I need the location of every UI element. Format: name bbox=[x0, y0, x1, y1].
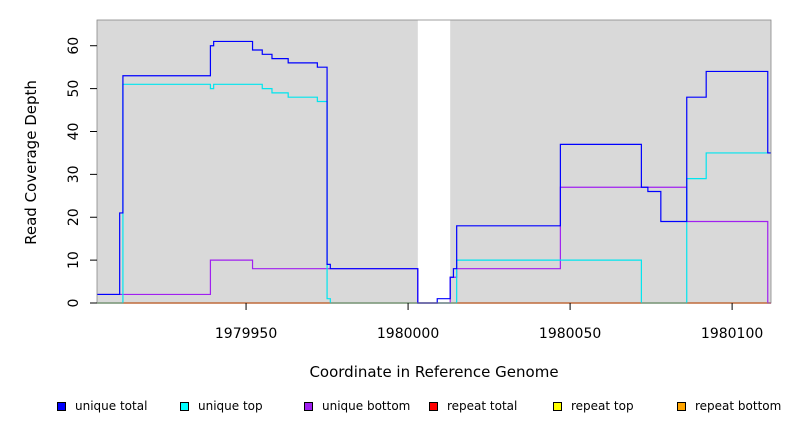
legend-label-repeat-total: repeat total bbox=[447, 399, 518, 413]
legend-item-unique-total: unique total bbox=[57, 399, 147, 413]
coverage-gap bbox=[417, 20, 451, 303]
legend-item-repeat-top: repeat top bbox=[553, 399, 634, 413]
x-axis: 1979950 1980000 1980050 1980100 bbox=[215, 303, 763, 342]
legend-swatch-repeat-top bbox=[553, 401, 562, 411]
y-tick-label: 0 bbox=[66, 299, 82, 308]
y-tick-label: 50 bbox=[66, 80, 82, 98]
legend-item-repeat-total: repeat total bbox=[429, 399, 517, 413]
y-tick-label: 40 bbox=[66, 123, 82, 141]
legend-label-unique-bottom: unique bottom bbox=[322, 399, 411, 413]
x-tick-label: 1980000 bbox=[377, 326, 439, 342]
x-tick-label: 1980050 bbox=[539, 326, 601, 342]
y-tick-label: 30 bbox=[66, 165, 82, 183]
legend-swatch-unique-top bbox=[180, 401, 189, 411]
legend-label-unique-top: unique top bbox=[198, 399, 263, 413]
legend: unique total unique top unique bottom re… bbox=[0, 399, 792, 419]
y-tick-label: 60 bbox=[66, 37, 82, 55]
legend-item-unique-top: unique top bbox=[180, 399, 263, 413]
legend-swatch-unique-total bbox=[57, 401, 66, 411]
legend-swatch-repeat-total bbox=[429, 401, 438, 411]
legend-swatch-repeat-bottom bbox=[677, 401, 686, 411]
y-axis-title: Read Coverage Depth bbox=[22, 80, 40, 245]
series-line-unique-total bbox=[97, 40, 771, 304]
plot-frame bbox=[96, 19, 772, 304]
legend-item-unique-bottom: unique bottom bbox=[304, 399, 410, 413]
legend-label-repeat-bottom: repeat bottom bbox=[695, 399, 782, 413]
legend-label-unique-total: unique total bbox=[75, 399, 148, 413]
legend-label-repeat-top: repeat top bbox=[571, 399, 634, 413]
x-tick-label: 1980100 bbox=[701, 326, 763, 342]
legend-swatch-unique-bottom bbox=[304, 401, 313, 411]
y-axis: 0 10 20 30 40 50 60 bbox=[66, 37, 97, 308]
y-tick-label: 20 bbox=[66, 208, 82, 226]
x-axis-title: Coordinate in Reference Genome bbox=[309, 363, 558, 381]
legend-item-repeat-bottom: repeat bottom bbox=[677, 399, 781, 413]
x-tick-label: 1979950 bbox=[215, 326, 277, 342]
y-tick-label: 10 bbox=[66, 251, 82, 269]
